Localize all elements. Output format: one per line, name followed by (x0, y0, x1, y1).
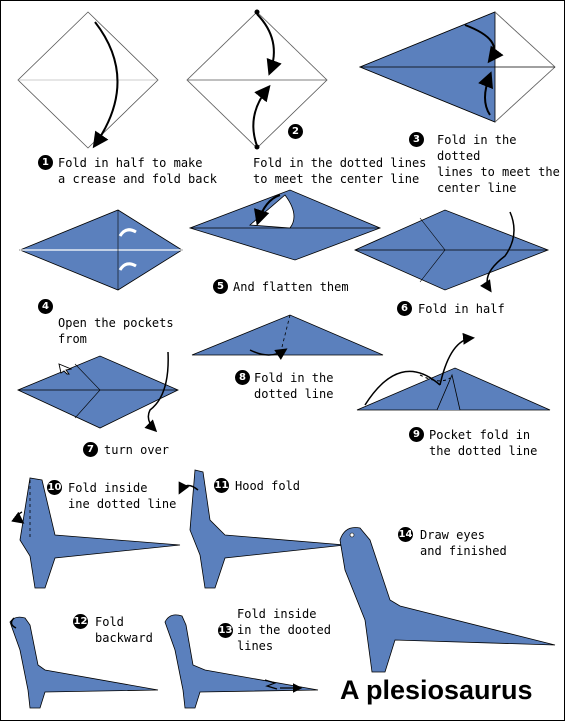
step-12-figure (9, 616, 159, 709)
step-7-caption: turn over (104, 443, 170, 457)
step-7-figure (17, 351, 179, 433)
step-number-4: 4 (38, 299, 53, 314)
step-2-caption: Fold in the dotted lines to meet the cen… (253, 156, 427, 186)
step-8-caption: Fold in the dotted line (254, 371, 334, 401)
step-4-figure (18, 209, 183, 291)
step-4-text: Open the pockets from (58, 316, 174, 346)
step-3-caption: Fold in the dotted lines to meet the cen… (437, 133, 560, 195)
step-2-figure (186, 9, 328, 150)
step-1-figure (17, 11, 159, 149)
step-13-caption: Fold inside in the dooted lines (237, 607, 331, 653)
page-title: A plesiosaurus (340, 675, 533, 705)
step-6-caption: Fold in half (418, 302, 505, 316)
step-10-caption: Fold inside ine dotted line (68, 481, 177, 511)
step-number-5: 5 (213, 279, 228, 294)
step-3-figure (358, 11, 556, 123)
step-14-figure (339, 527, 556, 673)
step-number-10: 10 (47, 480, 62, 495)
step-number-14: 14 (398, 527, 413, 542)
step-number-9: 9 (409, 427, 424, 442)
step-1-caption: Fold in half to make a crease and fold b… (58, 156, 217, 186)
step-11-figure (178, 469, 346, 589)
step-number-1: 1 (38, 155, 53, 170)
step-14-caption: Draw eyes and finished (420, 528, 507, 558)
step-number-7: 7 (83, 442, 98, 457)
step-number-8: 8 (235, 370, 250, 385)
step-number-12: 12 (73, 614, 88, 629)
step-number-3: 3 (409, 132, 424, 147)
step-6-figure (354, 209, 550, 293)
step-10-figure (11, 477, 181, 589)
step-12-caption: Fold backward (95, 615, 153, 645)
step-8-figure (191, 314, 384, 360)
step-5-figure (188, 189, 382, 261)
step-11-caption: Hood fold (235, 479, 301, 493)
step-number-11: 11 (214, 478, 229, 493)
step-9-figure (356, 332, 551, 411)
step-4-caption: Open the pockets from (58, 299, 174, 379)
step-13-figure (164, 614, 319, 709)
step-9-caption: Pocket fold in the dotted line (429, 428, 538, 458)
step-5-caption: And flatten them (233, 280, 349, 294)
step-number-2: 2 (288, 124, 303, 139)
step-number-13: 13 (218, 623, 233, 638)
pointer-arrow-icon (58, 347, 73, 379)
step-number-6: 6 (397, 301, 412, 316)
